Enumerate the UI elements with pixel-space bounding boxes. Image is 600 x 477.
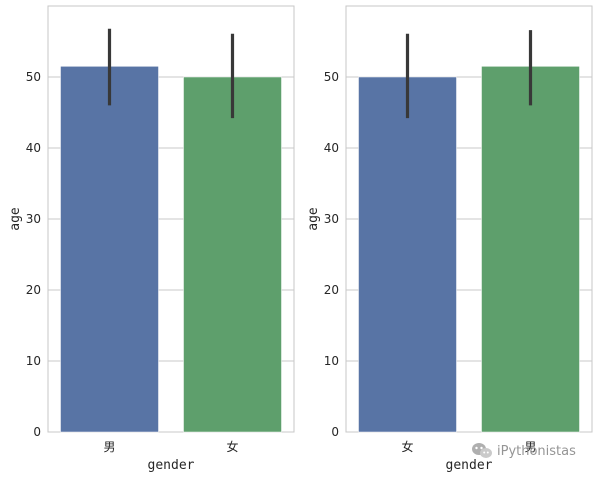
x-tick-label: 女 <box>226 439 238 454</box>
x-tick-labels-right: 女男 <box>401 439 536 454</box>
bar <box>481 66 580 433</box>
wechat-icon <box>472 443 492 458</box>
bars-left <box>60 66 282 433</box>
y-tick-label: 20 <box>324 283 339 297</box>
y-tick-label: 50 <box>26 70 41 84</box>
x-axis-label-right: gender <box>446 458 493 473</box>
bar <box>358 76 457 433</box>
error-bars-right <box>405 30 533 119</box>
x-tick-label: 女 <box>401 439 413 454</box>
y-tick-label: 40 <box>26 141 41 155</box>
y-tick-label: 40 <box>324 141 339 155</box>
y-tick-label: 0 <box>33 425 41 439</box>
watermark: iPythonistas <box>472 443 576 459</box>
bar <box>60 66 159 433</box>
x-tick-labels-left: 男女 <box>103 439 238 454</box>
chart-right: 01020304050 女男 gender age <box>306 5 593 473</box>
watermark-text: iPythonistas <box>497 444 576 459</box>
bar <box>183 76 282 433</box>
y-tick-label: 50 <box>324 70 339 84</box>
y-tick-label: 0 <box>331 425 339 439</box>
x-tick-label: 男 <box>103 440 115 454</box>
y-tick-label: 20 <box>26 283 41 297</box>
y-tick-labels-right: 0 10 20 30 40 50 <box>324 70 339 439</box>
chart-left: 01020304050 男女 gender age <box>8 5 295 473</box>
x-tick-label: 男 <box>524 440 536 454</box>
y-tick-label: 30 <box>26 212 41 226</box>
x-axis-label-left: gender <box>148 458 195 473</box>
bars-right <box>358 66 580 433</box>
y-axis-label-right: age <box>306 207 321 231</box>
y-tick-labels-left: 0 10 20 30 40 50 <box>26 70 41 439</box>
y-tick-label: 10 <box>324 354 339 368</box>
y-tick-label: 30 <box>324 212 339 226</box>
y-tick-label: 10 <box>26 354 41 368</box>
y-axis-label-left: age <box>8 207 23 231</box>
error-bars-left <box>107 28 235 119</box>
